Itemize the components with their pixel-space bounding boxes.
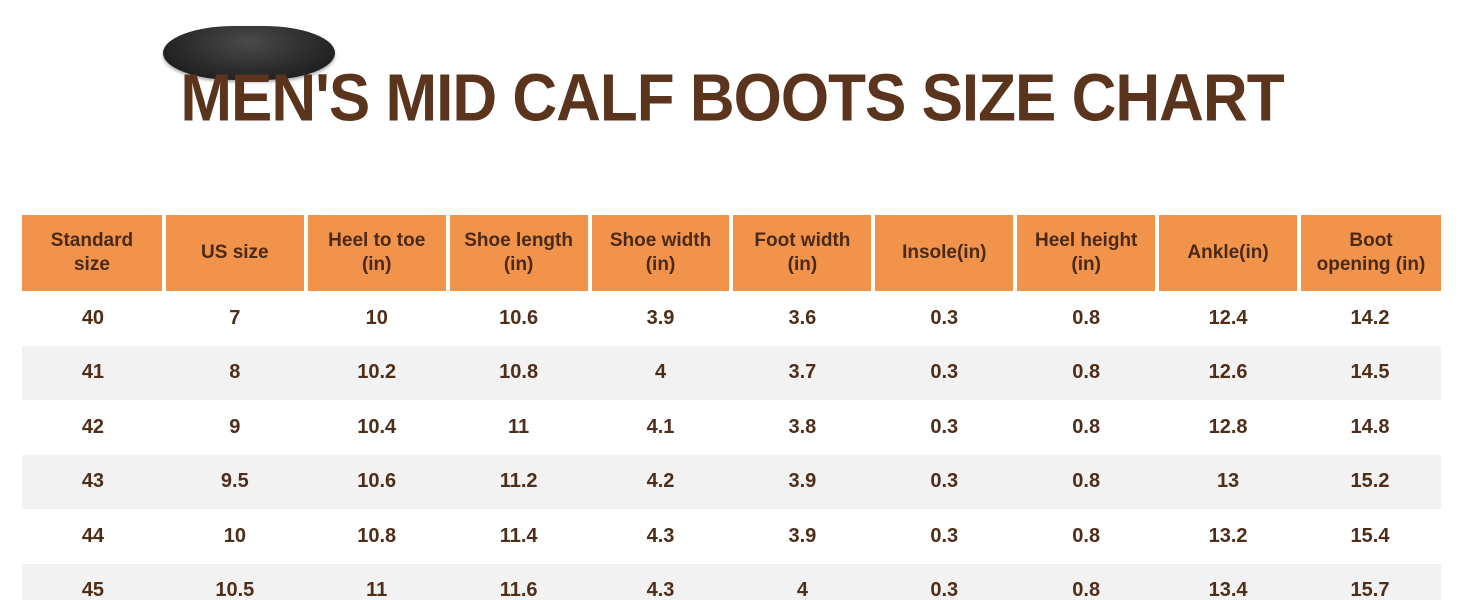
table-cell: 0.3	[873, 345, 1016, 400]
table-row: 42 9 10.4 11 4.1 3.8 0.3 0.8 12.8 14.8	[22, 400, 1441, 455]
table-row: 40 7 10 10.6 3.9 3.6 0.3 0.8 12.4 14.2	[22, 291, 1441, 346]
table-cell: 4.3	[589, 509, 732, 564]
table-cell: 10.6	[447, 291, 590, 346]
table-cell: 42	[22, 400, 164, 455]
table-cell: 0.3	[873, 454, 1016, 509]
table-cell: 10	[305, 291, 448, 346]
column-header: US size	[161, 215, 306, 291]
table-cell: 0.3	[873, 400, 1016, 455]
table-cell: 12.4	[1157, 291, 1300, 346]
table-cell: 0.3	[873, 291, 1016, 346]
table-cell: 9.5	[163, 454, 306, 509]
table-row: 45 10.5 11 11.6 4.3 4 0.3 0.8 13.4 15.7	[22, 563, 1441, 600]
table-cell: 15.2	[1299, 454, 1441, 509]
table-row: 44 10 10.8 11.4 4.3 3.9 0.3 0.8 13.2 15.4	[22, 509, 1441, 564]
table-cell: 3.9	[731, 454, 874, 509]
table-cell: 0.8	[1015, 400, 1158, 455]
table-cell: 14.2	[1299, 291, 1441, 346]
table-cell: 13.2	[1157, 509, 1300, 564]
table-cell: 44	[22, 509, 164, 564]
boot-photo-fragment	[163, 26, 335, 80]
table-cell: 10.6	[305, 454, 448, 509]
table-cell: 43	[22, 454, 164, 509]
table-cell: 12.8	[1157, 400, 1300, 455]
column-header: Standard size	[22, 215, 164, 291]
table-cell: 15.4	[1299, 509, 1441, 564]
column-header: Shoe width (in)	[587, 215, 732, 291]
table-cell: 4.3	[589, 563, 732, 600]
table-cell: 3.9	[731, 509, 874, 564]
table-row: 43 9.5 10.6 11.2 4.2 3.9 0.3 0.8 13 15.2	[22, 454, 1441, 509]
table-cell: 15.7	[1299, 563, 1441, 600]
table-cell: 8	[163, 345, 306, 400]
page-title: MEN'S MID CALF BOOTS SIZE CHART	[180, 61, 1284, 136]
table-cell: 0.8	[1015, 454, 1158, 509]
table-header: Standard size US size Heel to toe (in) Shoe…	[22, 215, 1441, 291]
table-cell: 14.5	[1299, 345, 1441, 400]
column-header: Insole(in)	[871, 215, 1016, 291]
table-cell: 0.8	[1015, 563, 1158, 600]
table-cell: 10	[163, 509, 306, 564]
table-cell: 11	[447, 400, 590, 455]
table-row: 41 8 10.2 10.8 4 3.7 0.3 0.8 12.6 14.5	[22, 345, 1441, 400]
table-cell: 0.8	[1015, 291, 1158, 346]
table-cell: 3.9	[589, 291, 732, 346]
table-cell: 45	[22, 563, 164, 600]
table-cell: 10.2	[305, 345, 448, 400]
table-cell: 11.4	[447, 509, 590, 564]
table-cell: 11	[305, 563, 448, 600]
table-cell: 10.8	[447, 345, 590, 400]
table-cell: 11.2	[447, 454, 590, 509]
table-cell: 4	[589, 345, 732, 400]
table-cell: 12.6	[1157, 345, 1300, 400]
column-header: Boot opening (in)	[1297, 215, 1441, 291]
table-cell: 9	[163, 400, 306, 455]
size-chart-table-container: Standard size US size Heel to toe (in) Shoe…	[22, 215, 1441, 600]
table-cell: 4	[731, 563, 874, 600]
table-cell: 0.3	[873, 563, 1016, 600]
table-cell: 13.4	[1157, 563, 1300, 600]
column-header: Shoe length (in)	[445, 215, 590, 291]
table-cell: 0.8	[1015, 345, 1158, 400]
table-cell: 40	[22, 291, 164, 346]
table-cell: 4.1	[589, 400, 732, 455]
table-cell: 7	[163, 291, 306, 346]
size-chart-page: MEN'S MID CALF BOOTS SIZE CHART Standard…	[0, 26, 1464, 600]
table-cell: 0.8	[1015, 509, 1158, 564]
table-cell: 3.7	[731, 345, 874, 400]
table-body: 40 7 10 10.6 3.9 3.6 0.3 0.8 12.4 14.2 41 8 10.2 10.8…	[22, 291, 1441, 600]
table-cell: 10.4	[305, 400, 448, 455]
column-header: Heel to toe (in)	[303, 215, 448, 291]
table-cell: 10.8	[305, 509, 448, 564]
table-cell: 41	[22, 345, 164, 400]
table-cell: 3.8	[731, 400, 874, 455]
table-cell: 10.5	[163, 563, 306, 600]
table-cell: 4.2	[589, 454, 732, 509]
column-header: Ankle(in)	[1155, 215, 1300, 291]
size-chart-table: Standard size US size Heel to toe (in) Shoe…	[22, 215, 1441, 600]
table-cell: 11.6	[447, 563, 590, 600]
table-cell: 14.8	[1299, 400, 1441, 455]
table-cell: 3.6	[731, 291, 874, 346]
header-row: Standard size US size Heel to toe (in) Shoe…	[22, 215, 1441, 291]
table-cell: 0.3	[873, 509, 1016, 564]
table-cell: 13	[1157, 454, 1300, 509]
column-header: Heel height (in)	[1013, 215, 1158, 291]
column-header: Foot width (in)	[729, 215, 874, 291]
